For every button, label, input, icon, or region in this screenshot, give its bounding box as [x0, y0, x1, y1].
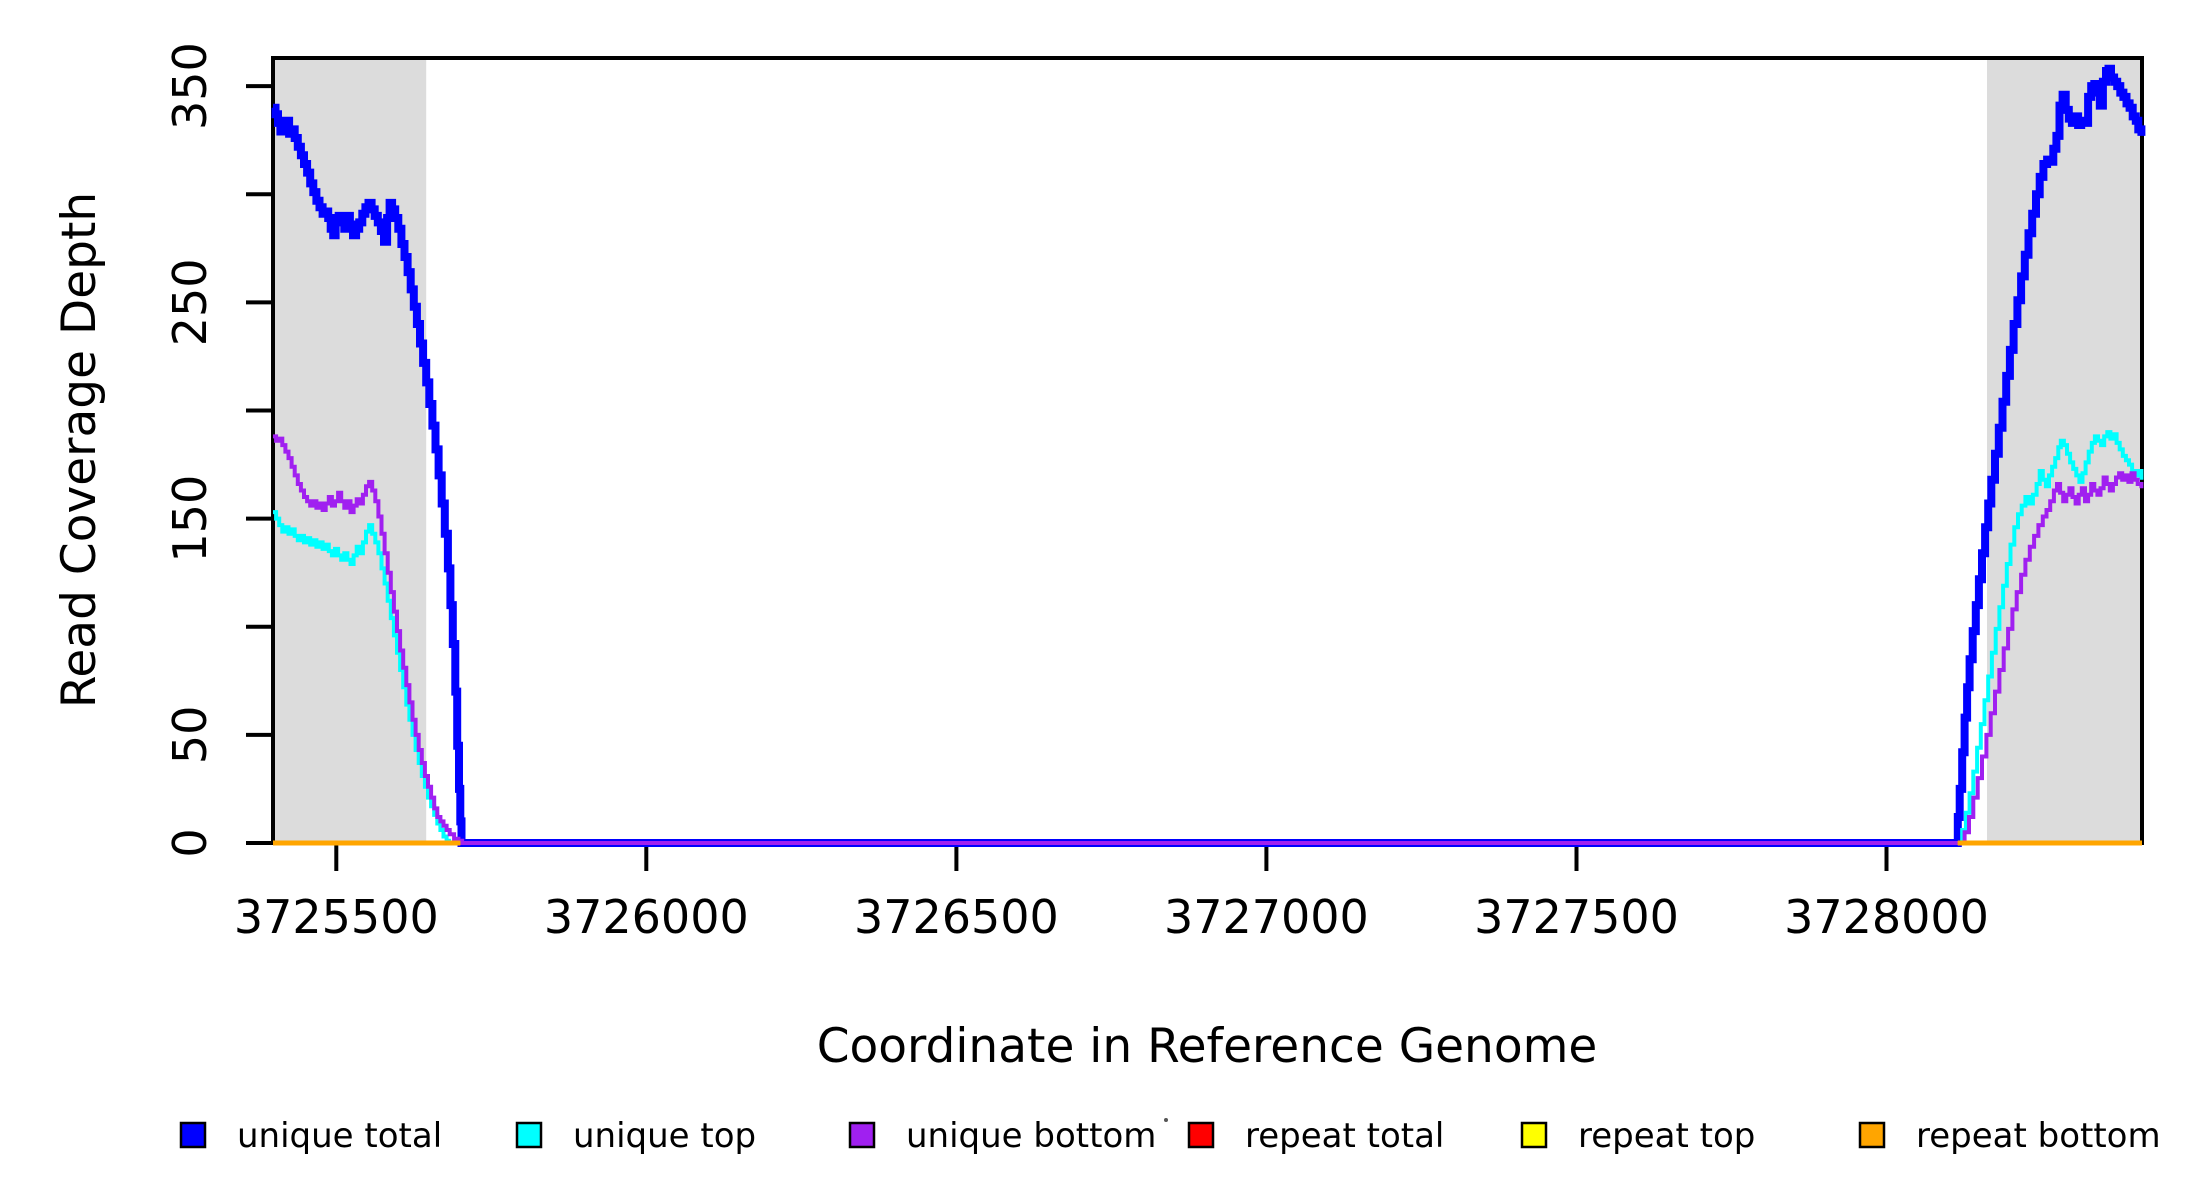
legend-label-unique_total: unique total — [237, 1116, 442, 1156]
y-axis-title: Read Coverage Depth — [52, 192, 107, 708]
x-tick-label: 3727500 — [1474, 890, 1679, 944]
legend-swatch-unique_bottom — [848, 1121, 876, 1149]
legend-swatch-repeat_bottom — [1858, 1121, 1886, 1149]
x-tick-label: 3727000 — [1164, 890, 1369, 944]
repeat-region-shading — [273, 58, 427, 843]
repeat-region-shading — [1987, 58, 2142, 843]
y-tick-label: 150 — [163, 475, 217, 563]
legend-label-unique_top: unique top — [573, 1116, 756, 1156]
series-line-unique_total — [271, 64, 2146, 847]
x-tick-label: 3728000 — [1784, 890, 1989, 944]
y-tick-label: 350 — [163, 42, 217, 130]
stray-dot — [1164, 1118, 1168, 1122]
series-line-unique_top — [273, 430, 2144, 845]
series-line-unique_bottom — [273, 434, 2144, 845]
legend-label-unique_bottom: unique bottom — [906, 1116, 1156, 1156]
legend-swatch-unique_total — [179, 1121, 207, 1149]
legend-label-repeat_top: repeat top — [1578, 1116, 1755, 1156]
y-tick-label: 250 — [163, 258, 217, 346]
legend-swatch-repeat_total — [1187, 1121, 1215, 1149]
x-tick-label: 3726000 — [544, 890, 749, 944]
legend-swatch-unique_top — [515, 1121, 543, 1149]
plot-frame — [271, 56, 2144, 845]
x-tick-label: 3726500 — [854, 890, 1059, 944]
legend-label-repeat_bottom: repeat bottom — [1916, 1116, 2161, 1156]
legend-label-repeat_total: repeat total — [1245, 1116, 1444, 1156]
y-tick-label: 50 — [163, 706, 217, 765]
legend-swatch-repeat_top — [1520, 1121, 1548, 1149]
y-tick-label: 0 — [163, 828, 217, 857]
x-tick-label: 3725500 — [234, 890, 439, 944]
x-axis-title: Coordinate in Reference Genome — [817, 1019, 1598, 1074]
